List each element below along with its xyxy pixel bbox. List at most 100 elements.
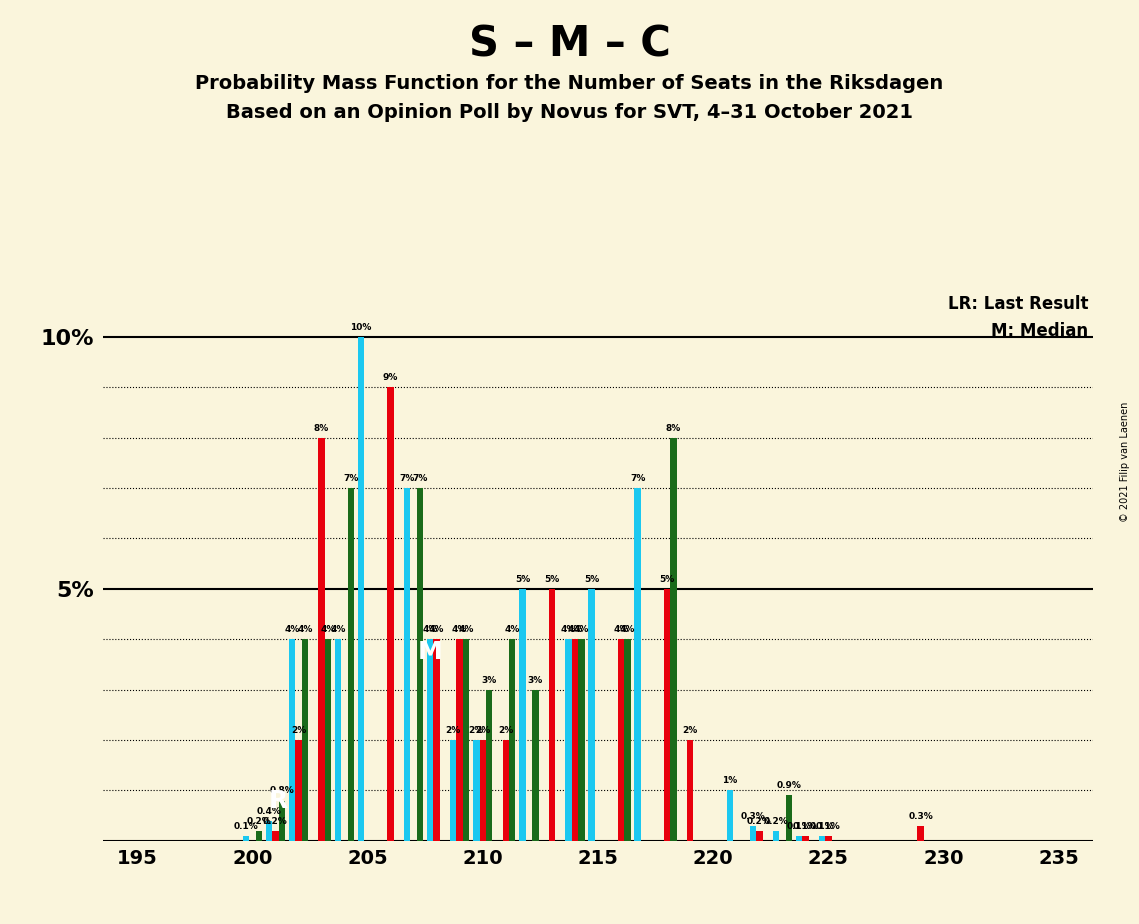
Bar — [589, 589, 595, 841]
Bar — [502, 740, 509, 841]
Bar — [549, 589, 555, 841]
Text: 0.2%: 0.2% — [246, 817, 271, 826]
Bar — [288, 639, 295, 841]
Bar — [796, 836, 802, 841]
Text: 1%: 1% — [722, 776, 737, 785]
Text: 2%: 2% — [682, 726, 698, 735]
Text: 4%: 4% — [505, 626, 519, 634]
Bar — [687, 740, 694, 841]
Bar — [347, 488, 354, 841]
Text: 0.3%: 0.3% — [908, 811, 933, 821]
Text: 4%: 4% — [330, 626, 346, 634]
Text: 0.3%: 0.3% — [740, 811, 765, 821]
Bar — [572, 639, 579, 841]
Text: 2%: 2% — [445, 726, 461, 735]
Text: Probability Mass Function for the Number of Seats in the Riksdagen: Probability Mass Function for the Number… — [196, 74, 943, 93]
Text: © 2021 Filip van Laenen: © 2021 Filip van Laenen — [1121, 402, 1130, 522]
Bar — [302, 639, 308, 841]
Bar — [462, 639, 469, 841]
Text: 4%: 4% — [560, 626, 576, 634]
Bar — [565, 639, 572, 841]
Bar — [634, 488, 641, 841]
Bar — [255, 831, 262, 841]
Text: 0.2%: 0.2% — [763, 817, 788, 826]
Text: 0.1%: 0.1% — [793, 821, 818, 831]
Text: 0.1%: 0.1% — [816, 821, 841, 831]
Text: 4%: 4% — [297, 626, 312, 634]
Bar — [457, 639, 462, 841]
Bar — [532, 689, 539, 841]
Text: 0.2%: 0.2% — [263, 817, 288, 826]
Text: 0.2%: 0.2% — [747, 817, 771, 826]
Bar — [279, 800, 285, 841]
Bar — [727, 790, 734, 841]
Bar — [486, 689, 492, 841]
Bar — [404, 488, 410, 841]
Text: 2%: 2% — [290, 726, 306, 735]
Bar — [387, 387, 394, 841]
Bar — [318, 438, 325, 841]
Text: 2%: 2% — [498, 726, 514, 735]
Bar — [786, 796, 792, 841]
Bar — [335, 639, 342, 841]
Bar — [825, 836, 831, 841]
Bar — [519, 589, 525, 841]
Text: 4%: 4% — [574, 626, 589, 634]
Bar — [756, 831, 762, 841]
Bar — [243, 836, 249, 841]
Text: 7%: 7% — [630, 474, 646, 483]
Bar — [265, 821, 272, 841]
Bar — [358, 337, 364, 841]
Text: 4%: 4% — [452, 626, 467, 634]
Text: 3%: 3% — [527, 675, 543, 685]
Bar — [917, 826, 924, 841]
Text: 7%: 7% — [343, 474, 359, 483]
Text: 9%: 9% — [383, 373, 399, 383]
Text: 7%: 7% — [412, 474, 428, 483]
Text: Based on an Opinion Poll by Novus for SVT, 4–31 October 2021: Based on an Opinion Poll by Novus for SV… — [226, 103, 913, 123]
Bar — [664, 589, 671, 841]
Text: 5%: 5% — [515, 575, 530, 584]
Text: 3%: 3% — [482, 675, 497, 685]
Bar — [325, 639, 331, 841]
Bar — [624, 639, 631, 841]
Bar — [434, 639, 440, 841]
Text: 4%: 4% — [459, 626, 474, 634]
Bar — [473, 740, 480, 841]
Bar — [772, 831, 779, 841]
Text: 5%: 5% — [544, 575, 559, 584]
Text: 4%: 4% — [285, 626, 300, 634]
Text: 0.9%: 0.9% — [777, 782, 801, 790]
Text: 2%: 2% — [468, 726, 484, 735]
Text: 0.8%: 0.8% — [270, 786, 294, 796]
Text: 2%: 2% — [475, 726, 491, 735]
Bar — [579, 639, 584, 841]
Text: 4%: 4% — [567, 626, 583, 634]
Bar — [749, 826, 756, 841]
Bar — [417, 488, 424, 841]
Text: 4%: 4% — [429, 626, 444, 634]
Bar — [480, 740, 486, 841]
Text: LR: Last Result: LR: Last Result — [948, 295, 1089, 312]
Bar — [802, 836, 809, 841]
Text: 5%: 5% — [659, 575, 674, 584]
Text: R: R — [269, 789, 288, 813]
Text: M: M — [418, 640, 443, 664]
Text: 10%: 10% — [351, 322, 371, 332]
Text: 8%: 8% — [314, 423, 329, 432]
Text: 8%: 8% — [666, 423, 681, 432]
Bar — [427, 639, 434, 841]
Text: 5%: 5% — [584, 575, 599, 584]
Bar — [509, 639, 516, 841]
Text: 4%: 4% — [320, 626, 336, 634]
Text: S – M – C: S – M – C — [468, 23, 671, 65]
Text: 4%: 4% — [423, 626, 437, 634]
Bar — [295, 740, 302, 841]
Bar — [617, 639, 624, 841]
Text: 0.1%: 0.1% — [787, 821, 811, 831]
Text: 7%: 7% — [400, 474, 415, 483]
Text: 4%: 4% — [613, 626, 629, 634]
Bar — [450, 740, 457, 841]
Bar — [272, 831, 279, 841]
Text: 0.1%: 0.1% — [233, 821, 259, 831]
